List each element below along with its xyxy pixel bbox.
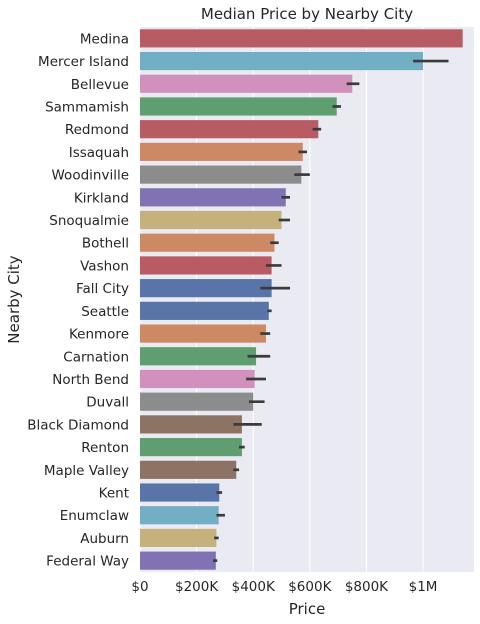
y-tick-label: Woodinville <box>52 168 130 184</box>
y-tick-label: Maple Valley <box>44 463 129 479</box>
bar <box>140 506 219 524</box>
bar <box>140 483 219 501</box>
bar <box>140 415 242 433</box>
y-tick-label: Mercer Island <box>38 54 129 70</box>
y-axis-label: Nearby City <box>5 255 23 343</box>
y-tick-label: Fall City <box>76 281 129 297</box>
x-tick-label: $600K <box>288 579 332 595</box>
bar <box>140 324 266 342</box>
x-tick-label: $400K <box>232 579 276 595</box>
bar <box>140 120 318 138</box>
y-tick-label: Issaquah <box>69 145 129 161</box>
bar <box>140 529 216 547</box>
chart-title: Median Price by Nearby City <box>201 5 413 23</box>
y-tick-label: Federal Way <box>46 554 129 570</box>
bar <box>140 52 423 70</box>
bar <box>140 211 282 229</box>
bar <box>140 143 303 161</box>
x-axis-label: Price <box>289 600 326 618</box>
y-tick-label: Duvall <box>86 395 129 411</box>
y-tick-label: Renton <box>81 440 129 456</box>
x-tick-label: $800K <box>345 579 389 595</box>
bar <box>140 302 269 320</box>
bar <box>140 97 337 115</box>
x-tick-label: $0 <box>131 579 148 595</box>
x-tick-labels: $0 $200K $400K $600K $800K $1M <box>131 579 437 595</box>
bar <box>140 370 255 388</box>
bar <box>140 166 301 184</box>
y-tick-label: Seattle <box>81 304 129 320</box>
bar <box>140 393 253 411</box>
y-tick-label: Redmond <box>65 122 129 138</box>
y-tick-label: Medina <box>80 31 129 47</box>
bar <box>140 234 274 252</box>
y-tick-label: Black Diamond <box>27 417 129 433</box>
y-tick-label: Carnation <box>63 349 129 365</box>
y-tick-label: Enumclaw <box>60 508 129 524</box>
bar <box>140 256 272 274</box>
y-tick-label: Bellevue <box>71 77 129 93</box>
y-tick-label: Sammamish <box>45 99 129 115</box>
x-tick-label: $200K <box>175 579 219 595</box>
y-tick-label: Kent <box>99 486 129 502</box>
bar <box>140 279 272 297</box>
bar <box>140 552 216 570</box>
y-tick-label: Kenmore <box>69 327 129 343</box>
bar <box>140 438 242 456</box>
y-tick-label: North Bend <box>52 372 129 388</box>
bar <box>140 347 256 365</box>
y-tick-label: Kirkland <box>74 190 129 206</box>
y-tick-labels: Medina Mercer Island Bellevue Sammamish Redm… <box>27 31 129 569</box>
bar <box>140 188 286 206</box>
bar <box>140 29 463 47</box>
y-tick-label: Vashon <box>80 258 129 274</box>
x-tick-label: $1M <box>409 579 438 595</box>
y-tick-label: Bothell <box>82 236 129 252</box>
y-tick-label: Auburn <box>80 531 129 547</box>
y-tick-label: Snoqualmie <box>49 213 129 229</box>
bar <box>140 75 352 93</box>
bar <box>140 461 236 479</box>
